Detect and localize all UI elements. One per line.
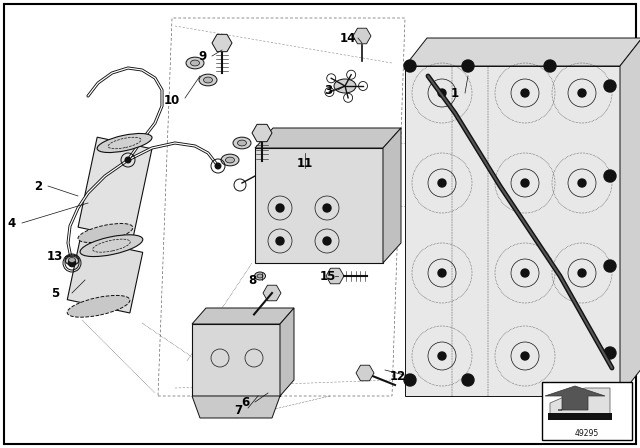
Circle shape [438,89,446,97]
Ellipse shape [78,224,133,242]
Polygon shape [405,38,640,66]
Text: 49295: 49295 [575,429,599,438]
Polygon shape [280,308,294,396]
Circle shape [578,89,586,97]
Circle shape [521,269,529,277]
Ellipse shape [237,140,246,146]
Circle shape [404,60,416,72]
Circle shape [438,352,446,360]
Circle shape [521,89,529,97]
Bar [542,382,632,440]
Ellipse shape [221,154,239,166]
Ellipse shape [80,235,143,257]
Polygon shape [405,66,620,396]
Circle shape [215,163,221,169]
Polygon shape [620,38,640,396]
Circle shape [604,170,616,182]
Circle shape [521,179,529,187]
Text: 7: 7 [234,404,242,417]
Ellipse shape [199,74,217,86]
Ellipse shape [225,157,234,163]
Polygon shape [255,148,383,263]
Polygon shape [192,396,280,418]
Circle shape [578,179,586,187]
Circle shape [604,260,616,272]
Circle shape [323,237,331,245]
Text: 12: 12 [390,370,406,383]
Polygon shape [263,285,281,301]
Polygon shape [252,125,272,142]
Polygon shape [67,239,143,313]
Circle shape [604,347,616,359]
Circle shape [125,157,131,163]
Ellipse shape [334,79,356,93]
Polygon shape [192,308,294,324]
Polygon shape [545,386,605,410]
Bar [548,413,612,420]
Text: 6: 6 [241,396,249,409]
Ellipse shape [204,77,212,83]
Circle shape [462,374,474,386]
Ellipse shape [68,258,76,263]
Ellipse shape [186,57,204,69]
Ellipse shape [65,255,79,265]
Polygon shape [255,128,401,148]
Ellipse shape [233,137,251,149]
Text: 14: 14 [340,31,356,44]
Text: 1: 1 [451,86,459,99]
Ellipse shape [255,272,266,280]
Polygon shape [383,128,401,263]
Circle shape [578,269,586,277]
Circle shape [323,204,331,212]
Polygon shape [326,268,344,284]
Text: 10: 10 [164,94,180,107]
Polygon shape [192,324,280,396]
Text: 8: 8 [248,273,256,287]
Circle shape [68,259,76,267]
Ellipse shape [97,134,152,152]
Circle shape [604,80,616,92]
Circle shape [544,60,556,72]
Text: 2: 2 [34,180,42,193]
Circle shape [276,204,284,212]
Circle shape [276,237,284,245]
Circle shape [462,60,474,72]
Circle shape [438,269,446,277]
Text: 3: 3 [324,83,332,96]
Polygon shape [212,34,232,52]
Circle shape [404,374,416,386]
Text: 4: 4 [8,216,16,229]
Polygon shape [78,137,152,239]
Polygon shape [353,28,371,44]
Polygon shape [550,388,610,418]
Circle shape [438,179,446,187]
Text: 13: 13 [47,250,63,263]
Circle shape [69,260,75,266]
Circle shape [521,352,529,360]
Ellipse shape [191,60,200,66]
Text: 11: 11 [297,156,313,169]
Text: 15: 15 [320,270,336,283]
Polygon shape [356,365,374,381]
Ellipse shape [67,295,130,317]
Text: 9: 9 [198,49,206,63]
Text: 5: 5 [51,287,59,300]
Ellipse shape [257,274,263,278]
